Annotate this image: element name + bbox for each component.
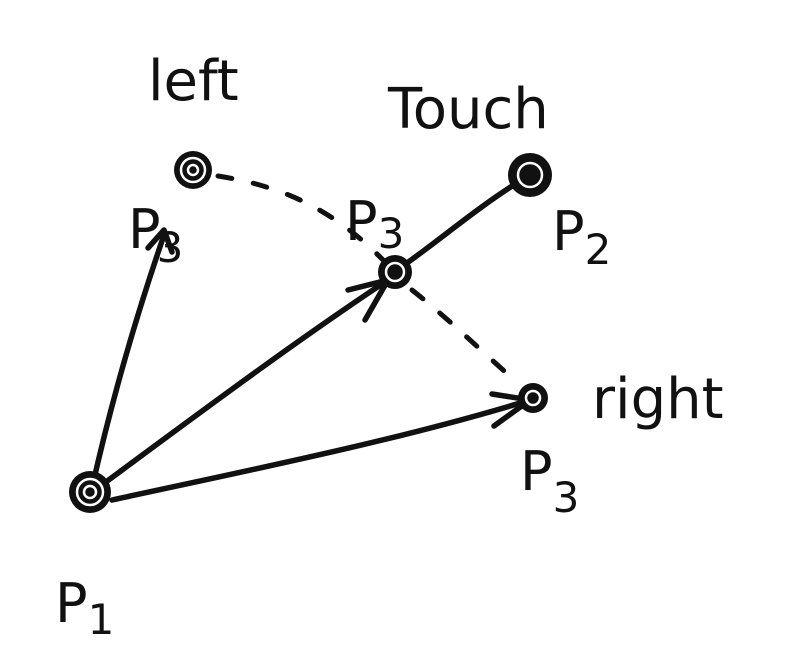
point-p3-right	[518, 383, 548, 413]
point-p3-touch	[378, 255, 412, 289]
label-p1: P1	[55, 572, 114, 644]
word-left: left	[148, 49, 239, 114]
word-touch: Touch	[387, 77, 549, 142]
arrowhead-p3-left	[145, 227, 175, 255]
label-p3-left: P3	[128, 198, 183, 272]
edge-p3-touch-to-p2	[397, 175, 528, 271]
edge-p1-to-p3-right	[109, 397, 533, 503]
dashed-touch-to-right	[409, 287, 523, 388]
point-p3-left	[174, 151, 212, 189]
point-p2	[508, 153, 552, 197]
point-p1	[69, 471, 111, 513]
word-right: right	[592, 367, 724, 432]
label-p3-touch: P3	[345, 190, 404, 258]
label-p3-right: P3	[520, 440, 579, 522]
dashed-left-to-touch	[215, 173, 388, 265]
edge-p1-to-p3-left	[89, 235, 166, 491]
label-p2: P2	[552, 200, 611, 274]
edge-p1-to-p3-touch	[92, 277, 391, 493]
